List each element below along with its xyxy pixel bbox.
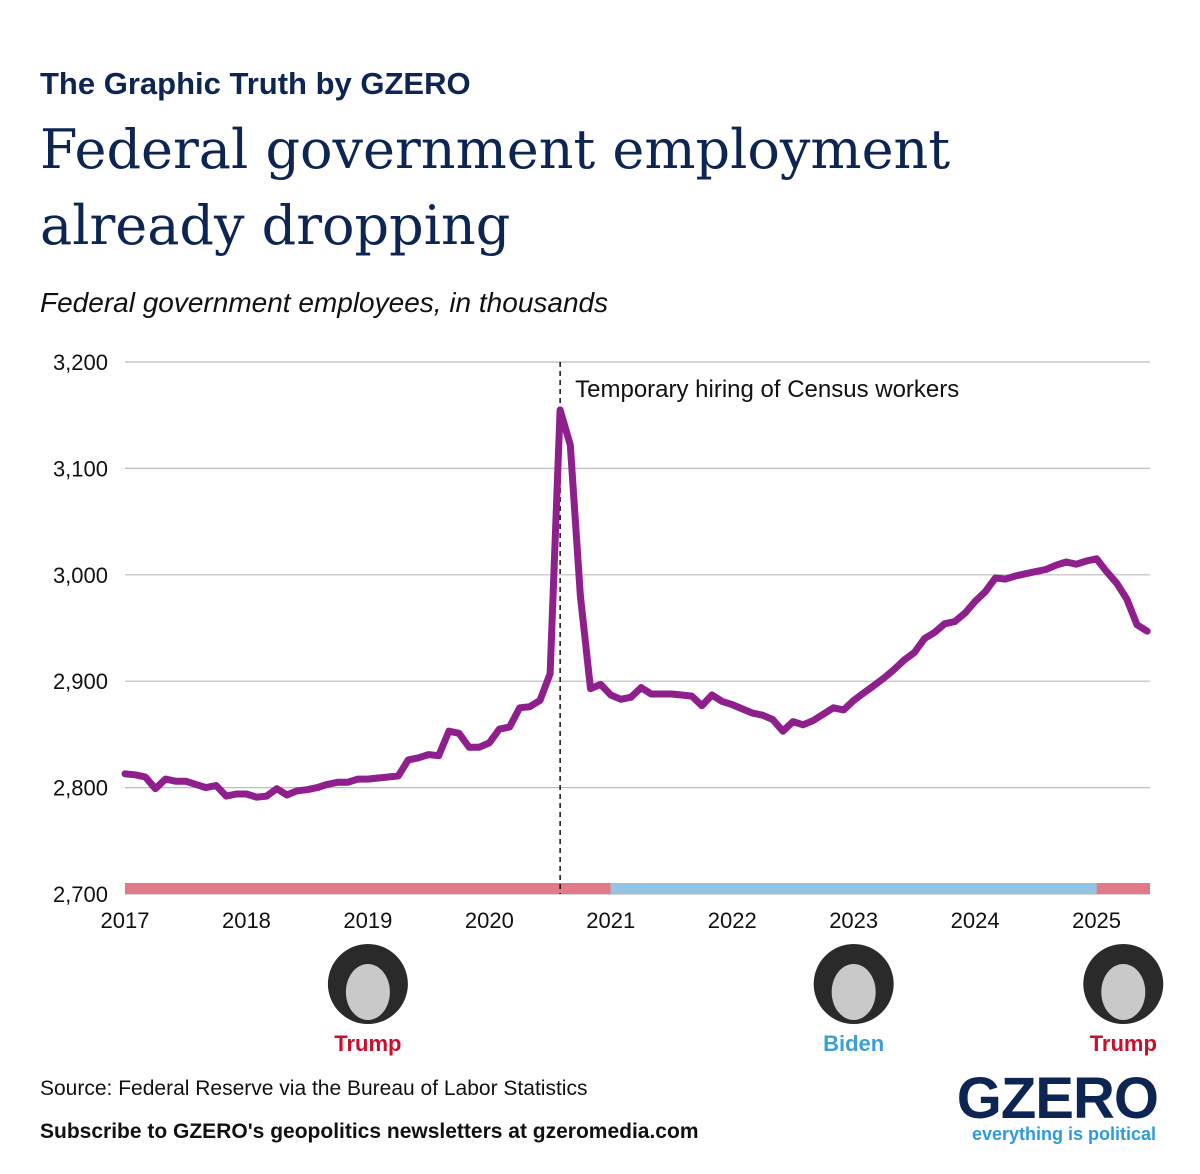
logo: GZERO [957,1066,1158,1131]
portrait-face [1101,964,1146,1020]
logo-tagline: everything is political [972,1124,1156,1144]
portrait-face [345,964,390,1020]
y-tick-label: 3,100 [53,456,108,481]
annotation-text: Temporary hiring of Census workers [575,376,959,403]
term-label: Trump [1090,1031,1157,1056]
x-tick-label: 2025 [1072,908,1121,933]
y-tick-label: 2,700 [53,882,108,907]
x-tick-label: 2022 [708,908,757,933]
header: The Graphic Truth by GZERO [40,66,471,101]
x-tick-label: 2024 [951,908,1000,933]
term-label: Biden [823,1031,884,1056]
footer: Subscribe to GZERO's geopolitics newslet… [40,1120,699,1143]
chart-title: Federal government employment already dr… [40,118,951,257]
term-bar [1096,883,1150,894]
x-tick-label: 2020 [465,908,514,933]
x-tick-label: 2017 [101,908,150,933]
x-tick-label: 2023 [829,908,878,933]
term-label: Trump [334,1031,401,1056]
x-tick-label: 2021 [586,908,635,933]
data-line [121,406,1151,801]
term-bar [610,883,1097,894]
x-tick-label: 2018 [222,908,271,933]
subtitle: Federal government employees, in thousan… [40,287,608,318]
y-tick-label: 2,800 [53,776,108,801]
portrait-face [831,964,876,1020]
term-bar [125,883,611,894]
x-tick-label: 2019 [343,908,392,933]
y-tick-label: 3,200 [53,350,108,375]
y-tick-label: 2,900 [53,669,108,694]
y-tick-label: 3,000 [53,563,108,588]
source: Source: Federal Reserve via the Bureau o… [40,1077,587,1100]
